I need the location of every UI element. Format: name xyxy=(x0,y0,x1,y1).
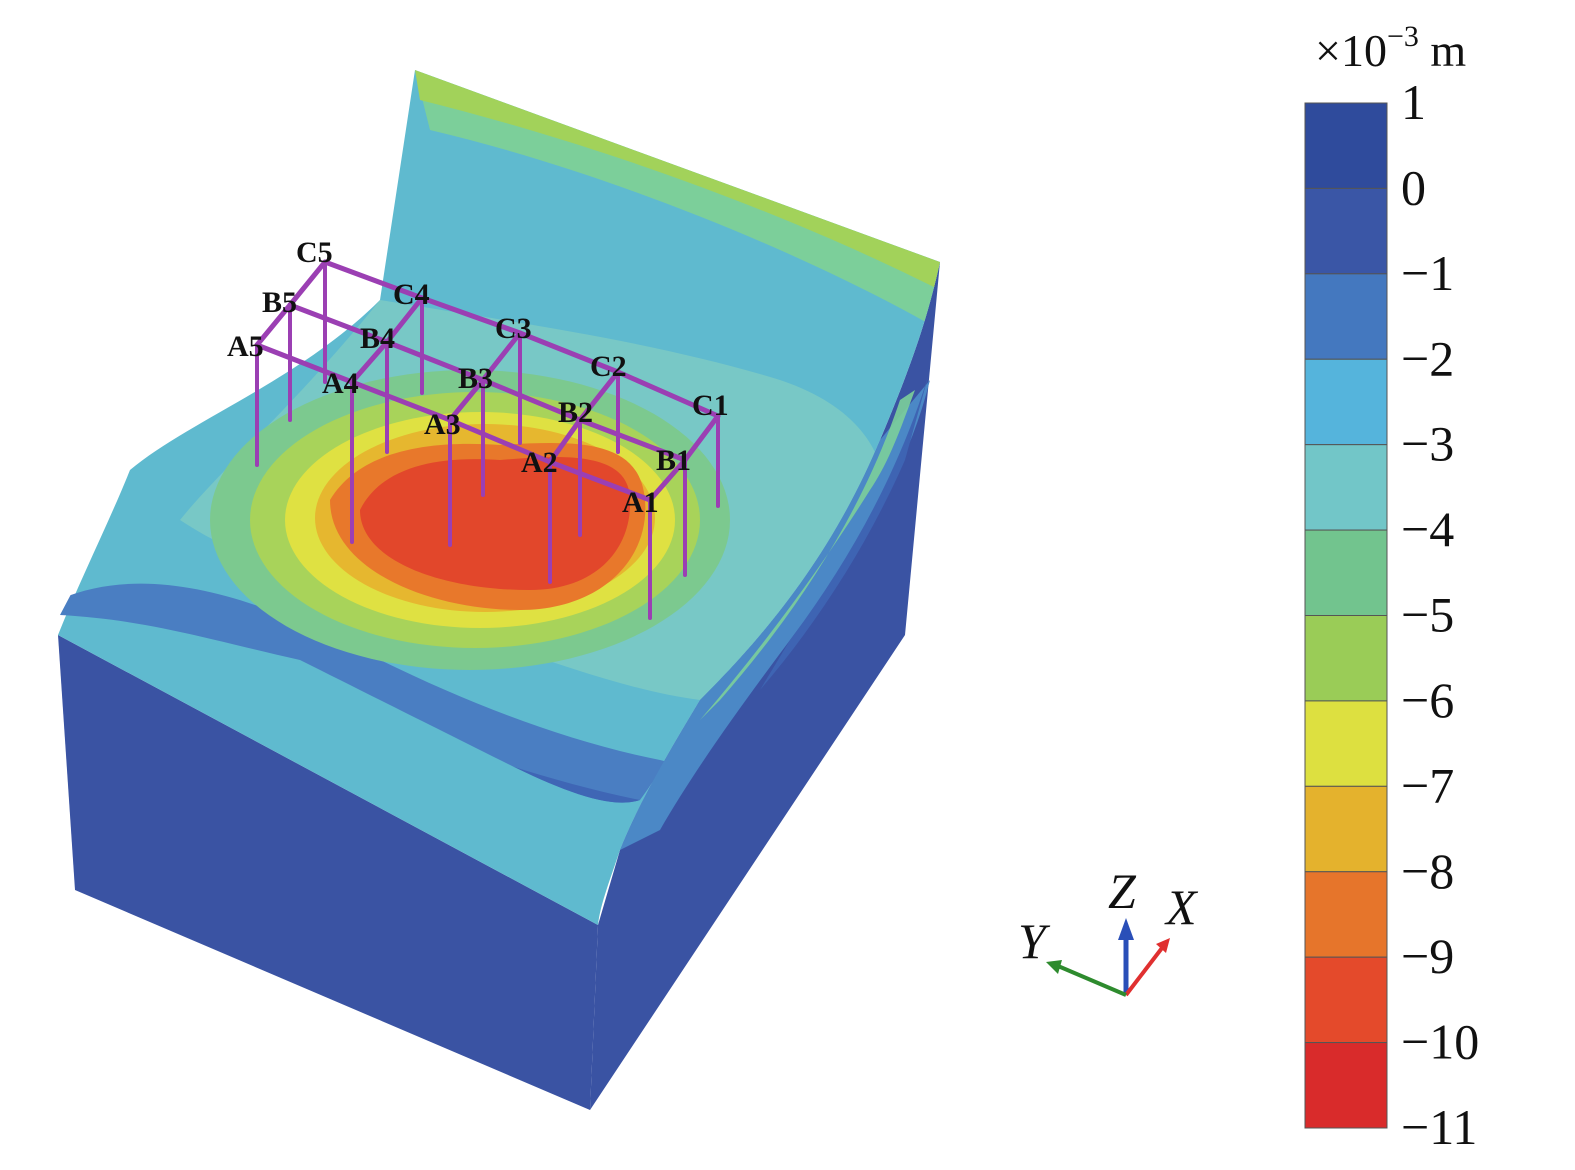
frame-beam xyxy=(419,295,523,336)
color-bar-tick-label: −3 xyxy=(1401,416,1454,472)
color-bar-tick-label: −4 xyxy=(1401,501,1454,557)
node-label-b4: B4 xyxy=(360,322,395,355)
y-axis-arrow xyxy=(1057,964,1127,997)
frame-beam xyxy=(287,259,328,308)
color-bar-tick-label: −10 xyxy=(1401,1014,1479,1070)
frame-beam xyxy=(322,259,425,301)
legend-unit: ×10−3 m xyxy=(1315,20,1466,76)
frame-beam xyxy=(254,342,355,385)
color-bar-tick-label: −9 xyxy=(1401,928,1454,984)
color-bar-band xyxy=(1304,529,1388,616)
frame-beam xyxy=(384,295,425,345)
color-bar: 1 0 −1 −2 −3 −4 −5 −6 −7 −8 −9 −10 −11 xyxy=(1304,74,1479,1155)
node-label-c5: C5 xyxy=(296,236,333,269)
node-label-c2: C2 xyxy=(590,350,627,383)
color-bar-band xyxy=(1304,1042,1388,1129)
frame-beam xyxy=(349,339,390,385)
y-axis-label: Y xyxy=(1018,913,1051,969)
frame-beam xyxy=(547,459,653,503)
color-bar-tick-label: −2 xyxy=(1401,330,1454,386)
frame-beam xyxy=(577,369,621,423)
node-label-b1: B1 xyxy=(656,444,691,477)
color-bar-band xyxy=(1304,956,1388,1044)
node-labels: C5 C4 C3 C2 C1 B5 B4 B3 B2 B1 A5 A4 A3 A… xyxy=(227,236,729,519)
frame-beam xyxy=(647,457,688,503)
color-bar-band xyxy=(1304,444,1388,531)
color-bar-band xyxy=(1304,871,1388,958)
structure-frame xyxy=(254,259,721,620)
color-bar-tick-label: 0 xyxy=(1401,159,1426,215)
color-bar-band xyxy=(1304,102,1388,189)
x-axis-arrow xyxy=(1124,946,1164,997)
node-label-a5: A5 xyxy=(227,330,264,363)
x-axis-label: X xyxy=(1164,879,1199,935)
color-bar-tick-label: −5 xyxy=(1401,587,1454,643)
x-arrow-head xyxy=(1156,938,1170,953)
node-label-a2: A2 xyxy=(521,446,558,479)
node-label-b2: B2 xyxy=(558,396,593,429)
color-bar-band xyxy=(1304,785,1388,873)
soil-model xyxy=(58,70,940,1110)
frame-beam xyxy=(384,339,486,383)
frame-beam xyxy=(615,369,721,419)
node-label-a1: A1 xyxy=(622,486,659,519)
node-label-c1: C1 xyxy=(692,389,729,422)
color-bar-tick-label: −6 xyxy=(1401,672,1454,728)
node-label-a3: A3 xyxy=(424,408,461,441)
frame-beam xyxy=(577,417,688,463)
z-axis-label: Z xyxy=(1108,863,1137,919)
frame-beam xyxy=(349,379,453,423)
color-legend: ×10−3 m 1 0 −1 −2 −3 −4 −5 −6 −7 −8 −9 −10 −11 xyxy=(1304,20,1479,1155)
frame-beam xyxy=(480,377,583,423)
color-bar-band xyxy=(1304,358,1388,446)
color-bar-band xyxy=(1304,615,1388,702)
node-label-a4: A4 xyxy=(322,367,359,400)
frame-beam xyxy=(480,330,523,383)
color-bar-band xyxy=(1304,187,1388,275)
color-bar-tick-label: 1 xyxy=(1401,74,1426,130)
color-bar-band xyxy=(1304,273,1388,360)
z-arrow-head xyxy=(1118,918,1134,940)
color-bar-tick-label: −1 xyxy=(1401,245,1454,301)
front-face xyxy=(58,635,598,1110)
side-face xyxy=(590,262,940,1110)
frame-beam xyxy=(447,417,553,465)
color-bar-tick-label: −8 xyxy=(1401,843,1454,899)
node-label-c4: C4 xyxy=(393,278,430,311)
frame-beam xyxy=(254,302,293,348)
node-label-b5: B5 xyxy=(262,286,297,319)
color-bar-tick-label: −11 xyxy=(1401,1099,1477,1155)
node-label-b3: B3 xyxy=(458,362,493,395)
y-arrow-head xyxy=(1046,960,1062,974)
color-bar-band xyxy=(1304,700,1388,787)
frame-beam xyxy=(547,417,583,465)
frame-beam xyxy=(682,413,721,463)
node-label-c3: C3 xyxy=(495,312,532,345)
frame-beam xyxy=(447,377,486,423)
axis-triad: Z X Y xyxy=(1018,863,1199,997)
frame-beam xyxy=(517,330,621,375)
frame-beam xyxy=(287,302,390,345)
slope-face-bands xyxy=(620,380,930,850)
color-bar-tick-label: −7 xyxy=(1401,757,1454,813)
